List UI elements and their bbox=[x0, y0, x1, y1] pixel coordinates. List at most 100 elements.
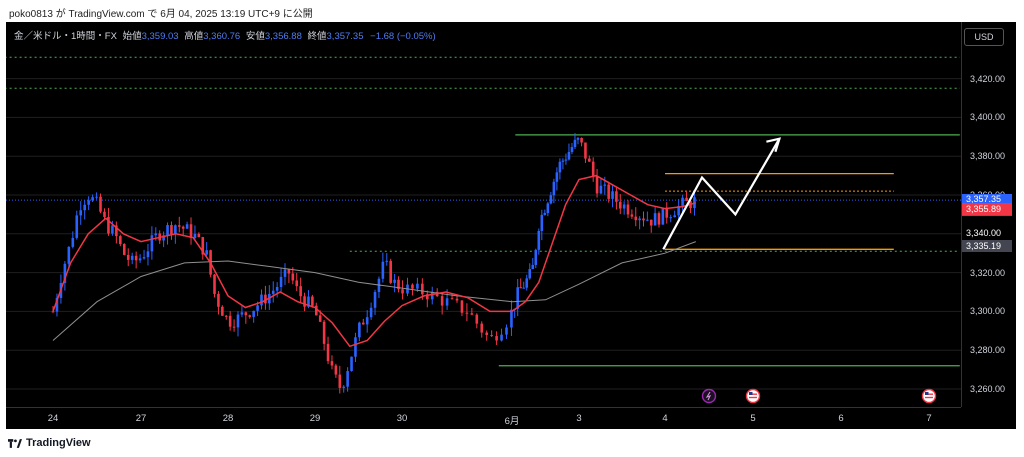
ma-slow-line bbox=[52, 241, 696, 341]
time-tick-label: 5 bbox=[750, 413, 756, 424]
candle-down bbox=[119, 236, 122, 245]
tradingview-logo: TradingView bbox=[8, 437, 91, 449]
candle-up bbox=[505, 327, 508, 335]
price-axis[interactable]: USD 3,260.00 3,280.00 3,300.00 3,320.00 3,34… bbox=[962, 22, 1016, 407]
time-tick-label: 24 bbox=[47, 413, 59, 424]
candle-down bbox=[228, 315, 232, 327]
candle-down bbox=[584, 142, 587, 159]
candle-up bbox=[150, 235, 154, 252]
candle-down bbox=[326, 343, 330, 362]
candle-down bbox=[440, 296, 444, 306]
time-tick-label: 7 bbox=[926, 413, 932, 424]
time-tick-label: 6月 bbox=[504, 416, 520, 427]
close-value: 3,357.35 bbox=[326, 31, 364, 42]
candle-down bbox=[397, 279, 400, 290]
candle-up bbox=[537, 230, 541, 250]
candle-up bbox=[83, 204, 86, 211]
candle-up bbox=[603, 184, 607, 186]
ohlc-legend: 金／米ドル・1時間・FX 始値3,359.03 高値3,360.76 安値3,3… bbox=[14, 28, 436, 42]
candle-down bbox=[401, 289, 404, 294]
time-tick-label: 30 bbox=[396, 413, 408, 424]
candle-up bbox=[256, 305, 259, 311]
candle-up bbox=[385, 260, 389, 262]
brand-name: TradingView bbox=[26, 437, 91, 449]
price-chart[interactable] bbox=[6, 22, 961, 407]
candle-down bbox=[170, 225, 173, 235]
time-tick-label: 29 bbox=[309, 413, 321, 424]
candle-up bbox=[240, 312, 244, 315]
candle-down bbox=[615, 191, 618, 202]
price-tick-label: 3,260.00 bbox=[970, 384, 1006, 394]
open-label: 始値 bbox=[122, 31, 142, 42]
candle-up bbox=[393, 279, 396, 283]
candle-up bbox=[567, 151, 571, 160]
flag-stripe bbox=[749, 393, 757, 395]
candle-down bbox=[642, 218, 645, 221]
candle-up bbox=[528, 269, 532, 279]
candle-down bbox=[389, 260, 392, 283]
price-tick-label: 3,400.00 bbox=[970, 112, 1006, 123]
candle-up bbox=[279, 276, 283, 288]
candle-up bbox=[673, 215, 676, 218]
candle-down bbox=[213, 274, 216, 294]
candle-down bbox=[217, 293, 220, 307]
open-value: 3,359.03 bbox=[141, 31, 179, 42]
price-tick-label: 3,300.00 bbox=[970, 306, 1006, 317]
plot-area[interactable]: 金／米ドル・1時間・FX 始値3,359.03 高値3,360.76 安値3,3… bbox=[6, 22, 962, 407]
candle-up bbox=[570, 147, 574, 152]
candle-down bbox=[248, 315, 252, 317]
publish-attribution: poko0813 が TradingView.com で 6月 04, 2025… bbox=[9, 9, 313, 20]
candle-down bbox=[455, 298, 459, 301]
price-tick-label: 3,420.00 bbox=[970, 73, 1006, 84]
candle-up bbox=[552, 181, 556, 196]
candle-down bbox=[189, 224, 193, 238]
lightning-glyph bbox=[705, 391, 712, 401]
candle-up bbox=[381, 261, 385, 279]
price-tick-label: 3,280.00 bbox=[970, 345, 1006, 356]
candle-up bbox=[558, 161, 562, 173]
low-value: 3,356.88 bbox=[264, 31, 302, 42]
time-tick-label: 27 bbox=[135, 413, 147, 424]
change-value: −1.68 (−0.05%) bbox=[370, 31, 436, 42]
candle-down bbox=[126, 254, 130, 260]
candle-down bbox=[657, 213, 661, 225]
candle-down bbox=[607, 184, 610, 199]
symbol-name: 金／米ドル・1時間・FX bbox=[14, 31, 117, 42]
candle-down bbox=[244, 312, 248, 316]
candle-down bbox=[685, 197, 688, 201]
candle-up bbox=[71, 237, 75, 247]
candle-up bbox=[67, 246, 71, 264]
candle-down bbox=[580, 138, 583, 143]
time-tick-label: 28 bbox=[222, 413, 234, 424]
top-bar: poko0813 が TradingView.com で 6月 04, 2025… bbox=[0, 0, 1024, 22]
time-tick-label: 3 bbox=[576, 413, 582, 424]
candle-down bbox=[495, 336, 498, 341]
chart-frame[interactable]: 金／米ドル・1時間・FX 始値3,359.03 高値3,360.76 安値3,3… bbox=[6, 22, 1016, 429]
flag-canton bbox=[925, 392, 929, 395]
candle-down bbox=[630, 214, 634, 217]
time-axis[interactable]: 24 27 28 29 30 6月 3 4 5 6 7 bbox=[6, 407, 961, 430]
candle-up bbox=[611, 191, 614, 199]
candle-up bbox=[531, 264, 535, 270]
candle-up bbox=[576, 138, 580, 140]
candle-up bbox=[516, 287, 519, 309]
candle-down bbox=[591, 161, 595, 177]
candle-down bbox=[426, 294, 429, 300]
candle-down bbox=[201, 237, 205, 255]
candle-down bbox=[287, 269, 291, 274]
projection-arrow bbox=[662, 138, 781, 250]
candle-up bbox=[283, 269, 287, 277]
candle-down bbox=[224, 315, 228, 317]
candle-up bbox=[681, 197, 684, 206]
candle-up bbox=[599, 185, 603, 194]
candle-up bbox=[205, 250, 208, 255]
candle-up bbox=[193, 233, 197, 238]
candle-down bbox=[295, 280, 299, 287]
candle-up bbox=[525, 278, 529, 288]
candle-up bbox=[162, 235, 165, 241]
candle-down bbox=[330, 361, 334, 366]
candle-down bbox=[475, 314, 479, 324]
candle-down bbox=[490, 335, 493, 337]
candle-down bbox=[197, 233, 201, 238]
currency-button[interactable]: USD bbox=[964, 28, 1004, 46]
